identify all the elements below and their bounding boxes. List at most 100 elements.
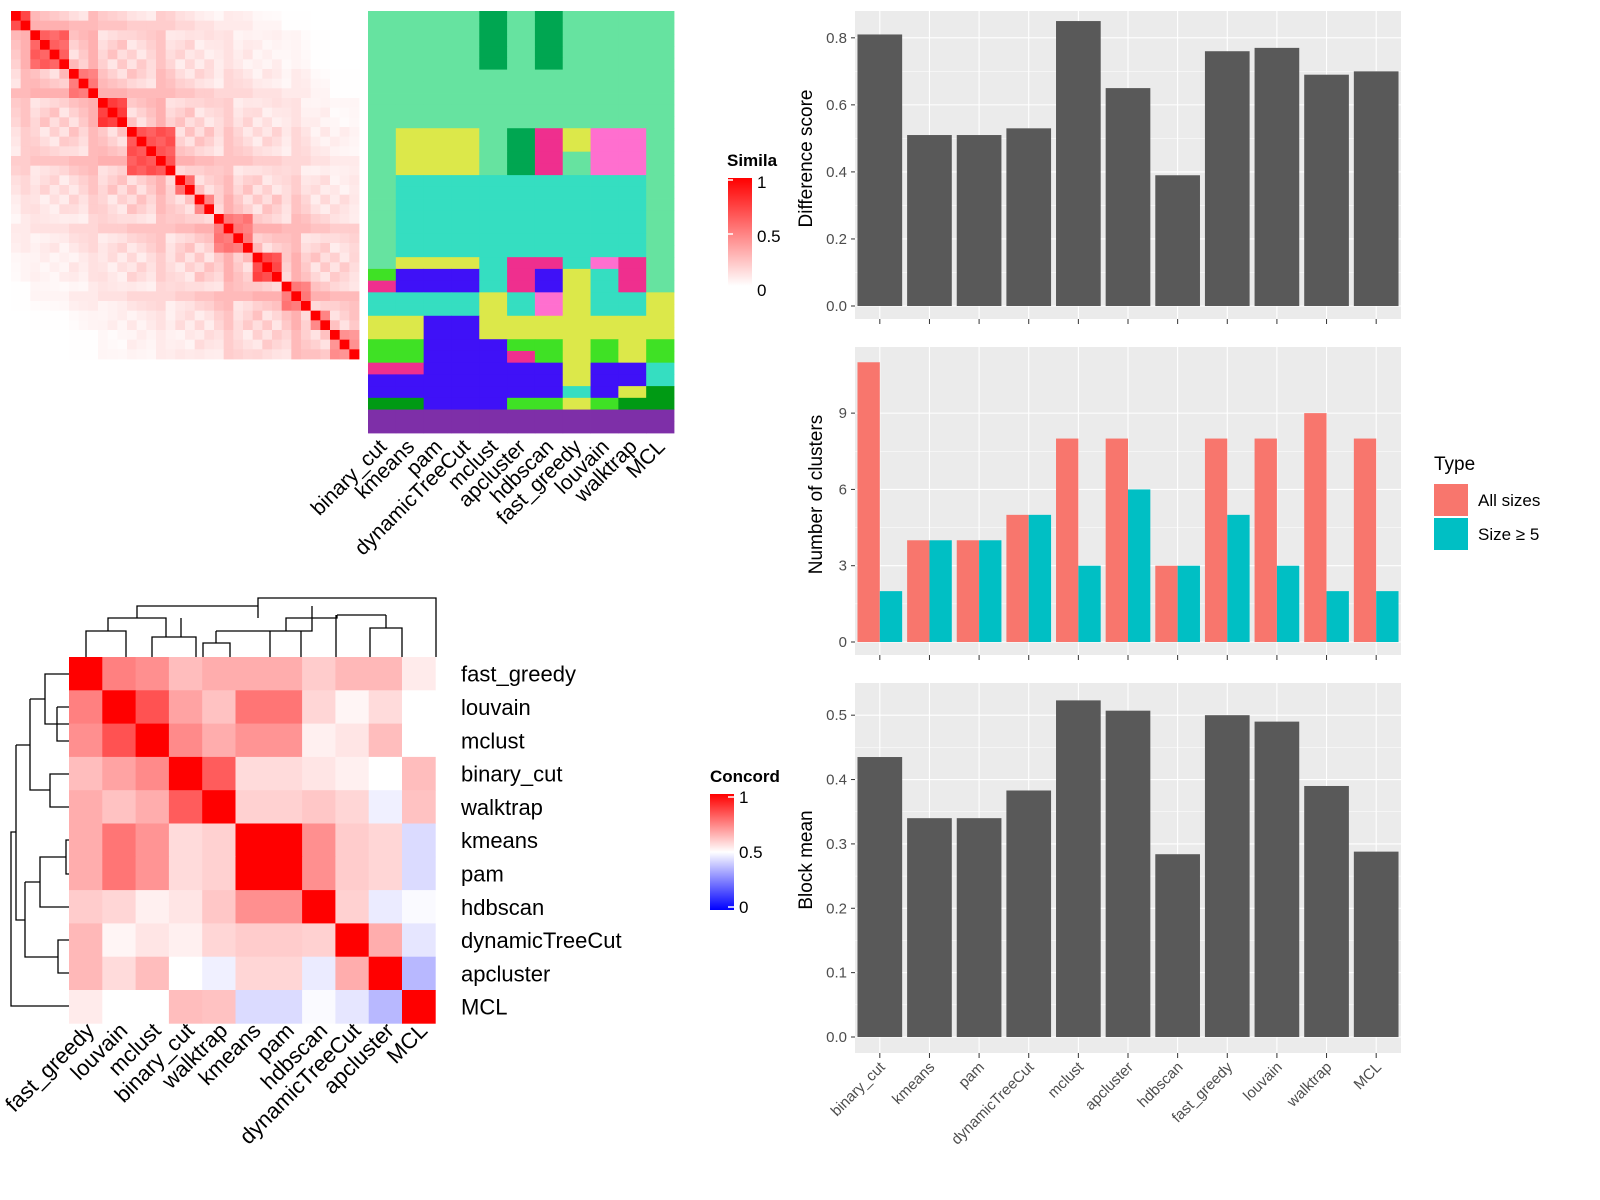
similarity-cell [107,291,118,302]
similarity-cell [194,185,205,196]
similarity-cell [165,165,176,176]
label-cell [479,397,508,410]
label-cell [646,139,675,153]
similarity-cell [214,349,225,360]
similarity-cell [330,310,341,321]
similarity-cell [165,243,176,254]
similarity-cell [204,310,215,321]
similarity-cell [59,49,70,60]
legend-key [1434,518,1468,550]
similarity-cell [252,30,263,41]
similarity-cell [88,20,99,31]
label-cell [646,104,675,117]
label-cell [646,362,675,375]
similarity-cell [320,59,331,70]
similarity-cell [49,310,60,321]
concordance-cell [268,890,303,924]
similarity-cell [117,223,128,234]
label-cell [423,116,452,129]
similarity-cell [88,107,99,118]
similarity-cell [301,146,312,157]
similarity-cell [204,301,215,312]
similarity-cell [301,233,312,244]
similarity-cell [272,156,283,167]
similarity-cell [175,194,186,205]
similarity-cell [330,88,341,99]
similarity-cell [291,49,302,60]
label-cell [368,210,397,223]
similarity-cell [281,310,292,321]
similarity-cell [69,185,80,196]
similarity-cell [339,49,350,60]
similarity-cell [310,59,321,70]
similarity-cell [301,136,312,147]
similarity-cell [185,281,196,292]
similarity-cell [185,320,196,331]
label-cell [618,222,647,235]
similarity-cell [243,117,254,128]
similarity-cell [291,78,302,89]
similarity-cell [301,11,312,22]
similarity-cell [59,262,70,273]
bar [1177,565,1200,642]
label-cell [646,374,675,387]
label-cell [507,292,536,305]
label-cell [395,409,425,422]
similarity-cell [165,272,176,283]
similarity-cell [204,20,215,31]
similarity-cell [49,156,60,167]
label-cell [507,245,536,258]
similarity-cell [98,252,109,263]
similarity-cell [49,175,60,186]
similarity-legend-bar [728,178,752,286]
similarity-cell [98,175,109,186]
label-cell [479,268,508,282]
concordance-cell [402,990,436,1024]
similarity-cell [243,175,254,186]
similarity-cell [301,243,312,254]
similarity-cell [330,320,341,331]
label-cell [451,34,480,47]
similarity-cell [11,30,22,41]
similarity-cell [20,146,31,157]
similarity-cell [11,194,22,205]
label-cell [423,34,452,47]
label-cell [479,198,508,211]
similarity-cell [165,223,176,234]
similarity-cell [40,11,51,22]
similarity-cell [204,49,215,60]
similarity-cell [185,117,196,128]
similarity-cell [185,88,196,99]
label-cell [479,304,508,317]
similarity-cell [233,69,244,80]
label-cell [618,362,647,375]
similarity-cell [233,243,244,254]
label-cell [451,268,480,282]
similarity-cell [175,204,186,215]
bar [1006,514,1029,642]
similarity-cell [243,20,254,31]
concordance-cell [335,890,370,924]
similarity-cell [165,117,176,128]
similarity-cell [40,349,51,360]
label-cell [368,11,397,24]
similarity-cell [252,349,263,360]
similarity-cell [243,233,254,244]
similarity-cell [339,310,350,321]
concordance-cell [168,790,203,824]
similarity-cell [291,214,302,225]
similarity-cell [310,117,321,128]
similarity-cell [349,252,360,263]
similarity-cell [127,117,138,128]
label-cell [368,421,397,434]
similarity-cell [165,262,176,273]
label-cell [618,280,647,293]
label-cell [646,421,675,434]
label-cell [423,268,452,282]
similarity-cell [107,88,118,99]
x-tick-label: MCL [1351,1059,1385,1093]
similarity-cell [165,320,176,331]
concordance-row-label: hdbscan [461,895,544,920]
similarity-cell [291,301,302,312]
